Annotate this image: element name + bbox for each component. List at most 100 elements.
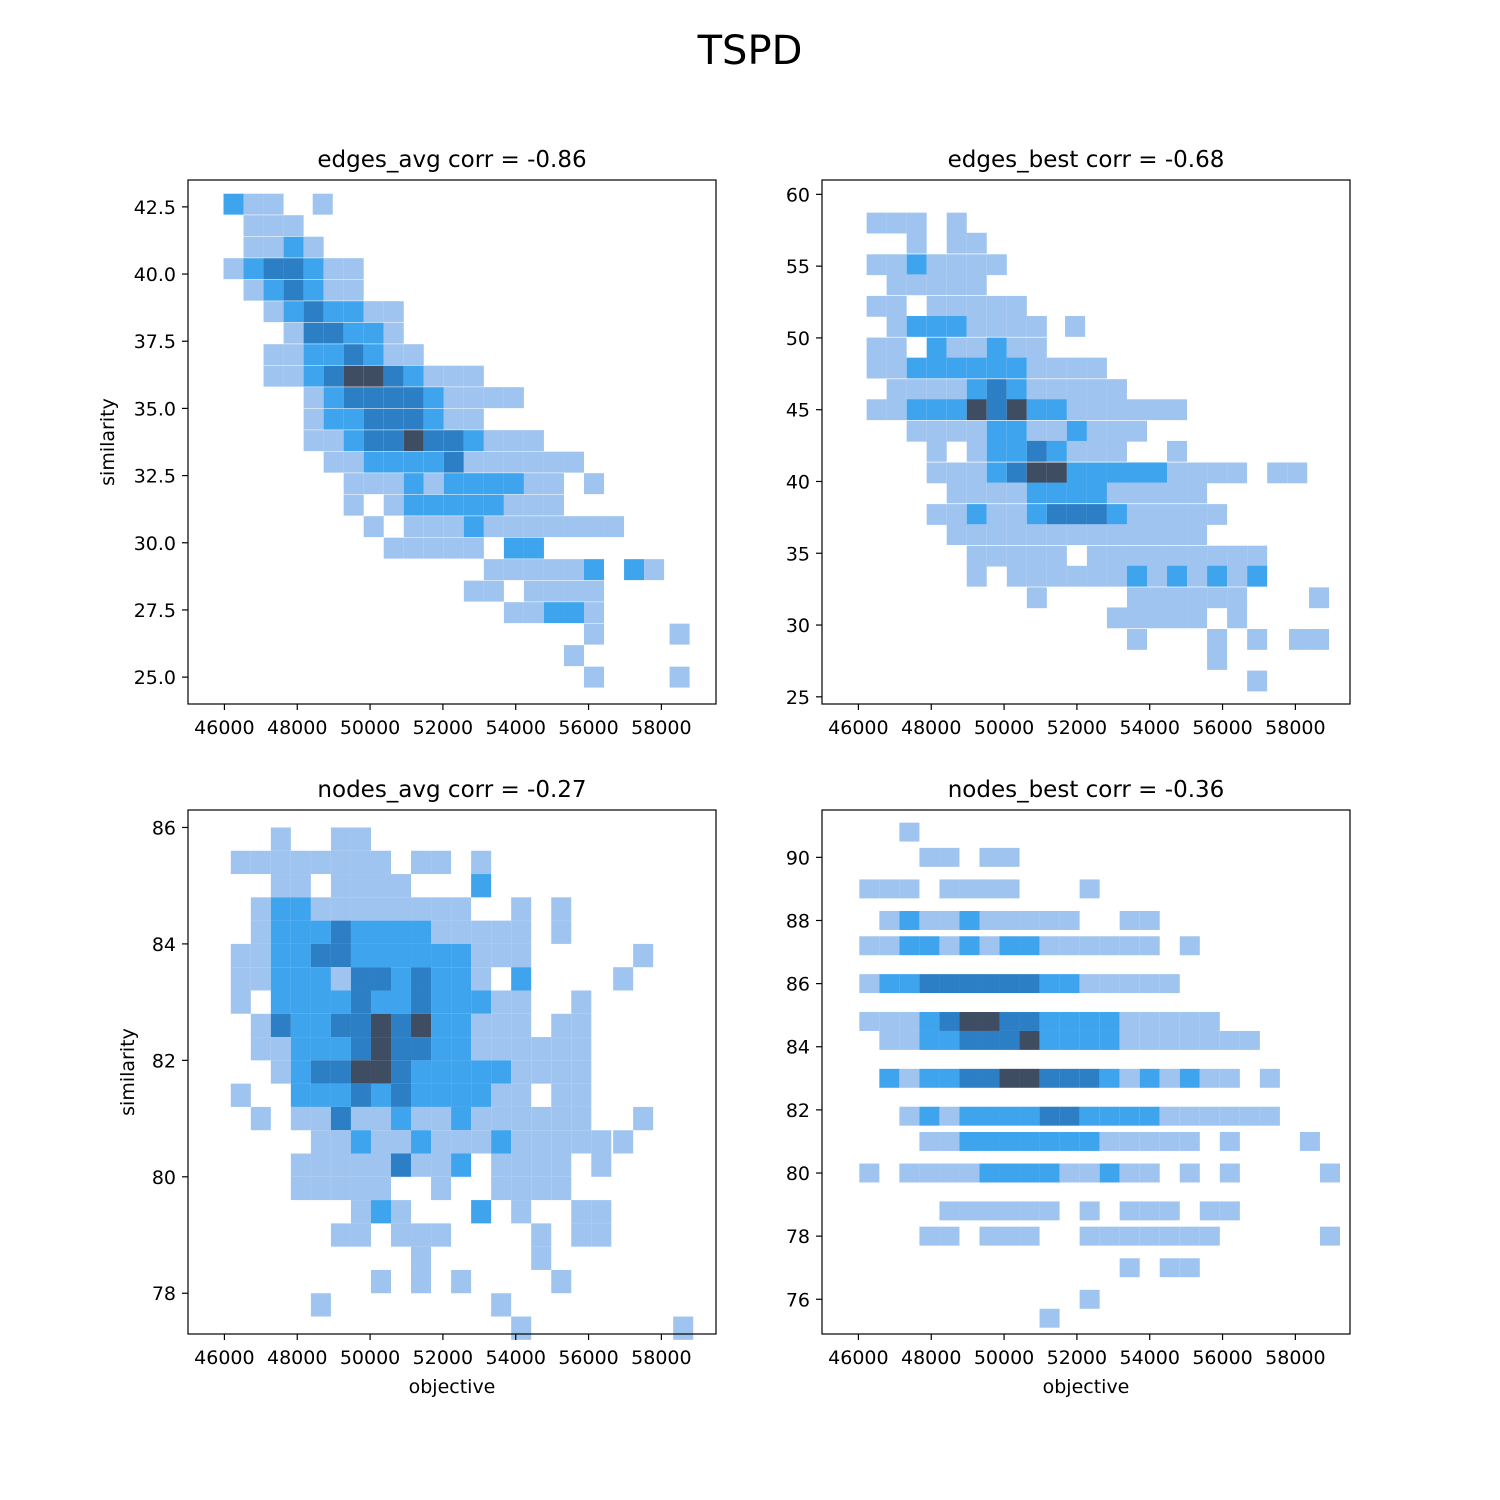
heatmap-cell <box>370 1083 392 1107</box>
heatmap-cell <box>939 1201 960 1221</box>
heatmap-cell <box>411 1083 432 1107</box>
panel-1: 46000 48000 50000 52000 54000 56000 58000 25.0 2… <box>97 147 717 739</box>
heatmap-cell <box>370 1060 392 1084</box>
heatmap-cell <box>926 295 947 317</box>
heatmap-cell <box>243 215 264 237</box>
heatmap-cell <box>483 494 504 516</box>
heatmap-cell <box>503 387 524 409</box>
heatmap-cell <box>230 850 251 875</box>
heatmap-cell <box>250 1013 271 1038</box>
heatmap-cell <box>551 920 572 944</box>
heatmap-cell <box>523 537 544 559</box>
heatmap-cell <box>323 258 344 280</box>
heatmap-cell <box>431 1106 452 1131</box>
heatmap-cell <box>1046 462 1067 484</box>
heatmap-cell <box>1099 1068 1120 1088</box>
heatmap-cell <box>471 1200 492 1224</box>
heatmap-cell <box>270 874 291 898</box>
heatmap-cell <box>1086 440 1107 462</box>
heatmap-cell <box>431 1013 452 1038</box>
heatmap-cell <box>906 254 927 276</box>
heatmap-cell <box>543 473 564 495</box>
heatmap-cell <box>471 850 492 875</box>
heatmap-cell <box>1026 504 1047 525</box>
heatmap-cell <box>859 879 880 899</box>
heatmap-cell <box>511 1316 532 1340</box>
heatmap-cell <box>463 473 484 495</box>
heatmap-cell <box>250 920 271 944</box>
heatmap-cell <box>906 420 927 442</box>
heatmap-cell <box>879 1030 900 1050</box>
heatmap-cell <box>1227 587 1248 609</box>
heatmap-cell <box>1139 1068 1160 1088</box>
heatmap-cell <box>1019 1068 1040 1088</box>
heatmap-cell <box>411 1130 432 1154</box>
heatmap-cell <box>290 990 311 1014</box>
heatmap-cell <box>1066 482 1087 504</box>
heatmap-cell <box>263 258 284 280</box>
heatmap-cell <box>391 1130 412 1154</box>
heatmap-cell <box>491 1176 512 1201</box>
heatmap-cell <box>523 473 544 495</box>
heatmap-cell <box>879 936 900 956</box>
heatmap-cell <box>491 1060 512 1084</box>
heatmap-cell <box>563 559 584 581</box>
heatmap-cell <box>243 193 264 215</box>
heatmap-cell <box>383 322 404 344</box>
heatmap-cell <box>1026 524 1047 546</box>
heatmap-cell <box>1146 565 1168 587</box>
heatmap-cell <box>1046 357 1067 379</box>
y-tick-label: 80 <box>786 1163 810 1185</box>
heatmap-cell <box>391 1083 412 1107</box>
heatmap-cell <box>1219 1131 1240 1151</box>
heatmap-cell <box>443 408 464 430</box>
heatmap-cell <box>1179 1068 1200 1088</box>
heatmap-cell <box>270 1060 291 1084</box>
heatmap-cell <box>939 1012 960 1031</box>
heatmap-cell <box>370 1130 392 1154</box>
heatmap-cell <box>986 316 1007 337</box>
heatmap-cell <box>946 379 967 401</box>
heatmap-cell <box>1039 936 1060 956</box>
heatmap-cell <box>591 1153 612 1177</box>
heatmap-cell <box>443 365 464 387</box>
heatmap-cell <box>1019 1106 1040 1126</box>
heatmap-cell <box>866 295 887 317</box>
heatmap-cell <box>491 1130 512 1154</box>
heatmap-cell <box>1039 1030 1060 1050</box>
heatmap-cell <box>1146 524 1168 546</box>
heatmap-cell <box>310 1293 331 1317</box>
heatmap-cell <box>303 408 324 430</box>
heatmap-cell <box>886 295 907 317</box>
heatmap-cell <box>243 279 264 301</box>
heatmap-cell <box>946 482 967 504</box>
heatmap-cell <box>1006 524 1027 546</box>
heatmap-cell <box>511 1037 532 1061</box>
heatmap-cell <box>303 430 324 452</box>
heatmap-cell <box>1026 399 1047 421</box>
heatmap-cell <box>919 1131 940 1151</box>
heatmap-cell <box>999 1012 1020 1031</box>
heatmap-cell <box>633 1106 654 1131</box>
x-tick-label: 54000 <box>1119 717 1179 739</box>
heatmap-cell <box>363 430 384 452</box>
heatmap-cell <box>979 1106 1000 1126</box>
heatmap-cell <box>899 974 920 994</box>
heatmap-cell <box>966 524 987 546</box>
heatmap-cell <box>1139 1163 1160 1183</box>
heatmap-cell <box>571 1223 592 1247</box>
heatmap-cell <box>411 1013 432 1038</box>
heatmap-cell <box>1199 1201 1220 1221</box>
heatmap-cell <box>551 1269 572 1294</box>
heatmap-cell <box>866 337 887 359</box>
heatmap-cell <box>370 1269 392 1294</box>
heatmap-cell <box>423 473 444 495</box>
heatmap-cell <box>979 1068 1000 1088</box>
heatmap-cell <box>263 344 284 366</box>
heatmap-cell <box>531 1060 552 1084</box>
y-axis-label: similarity <box>117 1028 139 1116</box>
heatmap-cell <box>503 516 524 538</box>
heatmap-cell <box>431 1130 452 1154</box>
heatmap-cell <box>1026 420 1047 442</box>
heatmap-cell <box>939 974 960 994</box>
